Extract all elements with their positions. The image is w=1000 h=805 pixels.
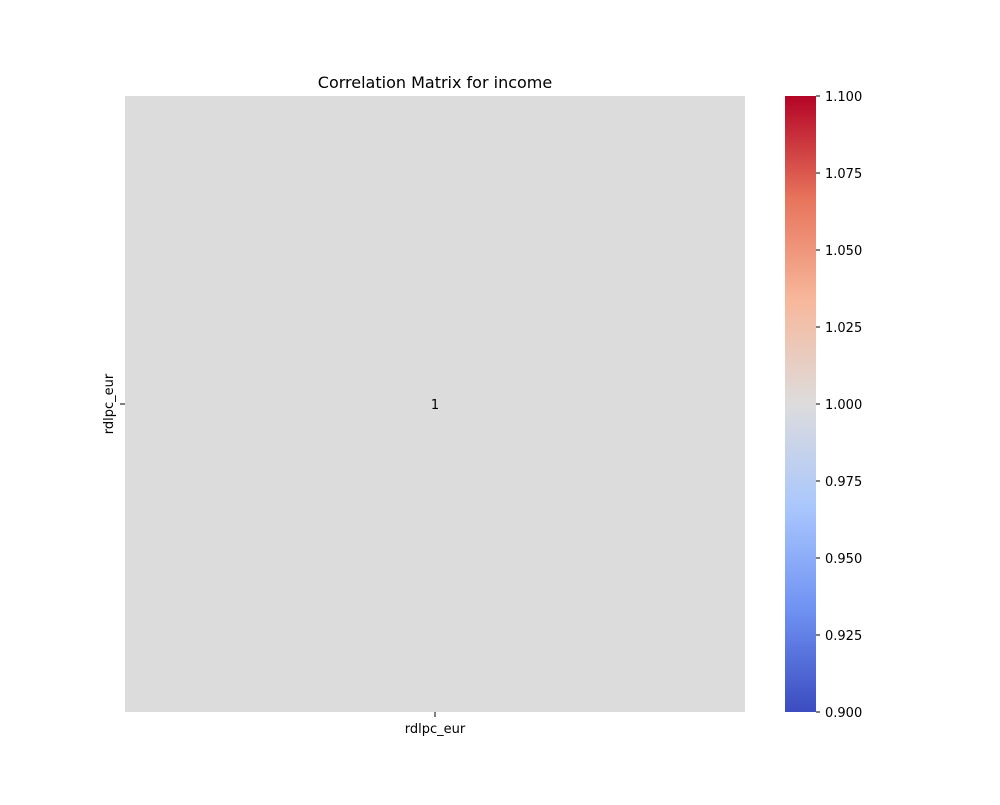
- colorbar-tick-label: 1.075: [825, 167, 862, 182]
- colorbar-tick-label: 1.050: [825, 244, 862, 259]
- colorbar-gradient: [785, 96, 816, 712]
- x-axis: rdlpc_eur: [405, 712, 466, 737]
- colorbar-tick-label: 1.100: [825, 90, 862, 105]
- colorbar-tick-label: 0.950: [825, 552, 862, 567]
- colorbar-tick-label: 0.925: [825, 629, 862, 644]
- y-axis: rdlpc_eur: [102, 373, 125, 434]
- y-tick-label: rdlpc_eur: [102, 373, 117, 434]
- x-tick-label: rdlpc_eur: [405, 722, 466, 737]
- cell-annotation: 1: [431, 398, 439, 413]
- heatmap-cell: [125, 96, 745, 712]
- colorbar-tick-label: 1.000: [825, 398, 862, 413]
- colorbar-tick-label: 1.025: [825, 321, 862, 336]
- colorbar: 0.900 0.925 0.950 0.975 1.000 1.025 1.050 1.075…: [785, 90, 862, 721]
- chart-title: Correlation Matrix for income: [318, 73, 552, 92]
- colorbar-tick-label: 0.900: [825, 706, 862, 721]
- heatmap-cells: 1: [125, 96, 745, 712]
- colorbar-tick-label: 0.975: [825, 475, 862, 490]
